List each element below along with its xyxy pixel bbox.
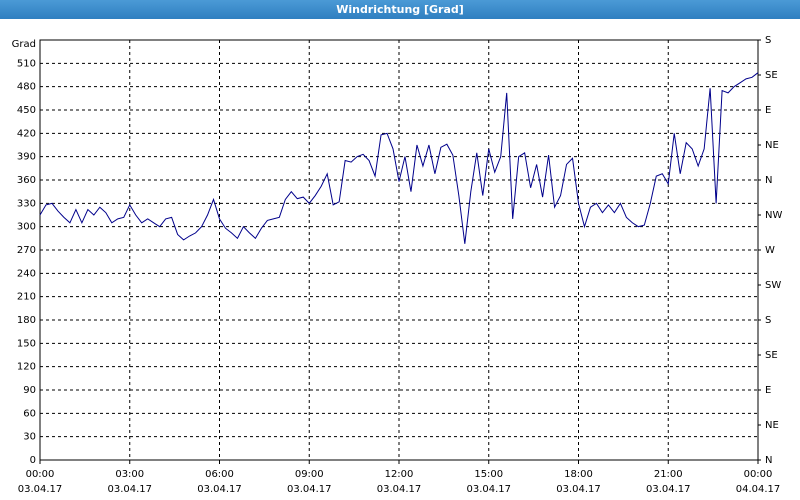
x-tick-date: 03.04.17: [646, 484, 691, 495]
data-line: [39, 72, 759, 244]
y-tick-label: 180: [17, 315, 36, 326]
y2-tick-label: W: [765, 245, 775, 256]
x-tick-date: 03.04.17: [287, 484, 332, 495]
y-tick-label: 480: [17, 82, 36, 93]
y2-tick-label: N: [765, 455, 772, 466]
x-tick-date: 03.04.17: [107, 484, 152, 495]
x-tick-date: 04.04.17: [736, 484, 781, 495]
y-tick-label: 150: [17, 338, 36, 349]
y2-tick-label: SW: [765, 280, 781, 291]
y-tick-label: 360: [17, 175, 36, 186]
x-tick-label: 15:00: [474, 469, 503, 480]
x-tick-label: 21:00: [654, 469, 683, 480]
y-tick-label: 240: [17, 268, 36, 279]
y2-tick-label: NE: [765, 420, 779, 431]
y-tick-label: 60: [23, 408, 36, 419]
x-tick-date: 03.04.17: [556, 484, 601, 495]
y2-tick-label: E: [765, 385, 771, 396]
x-tick-date: 03.04.17: [197, 484, 242, 495]
y2-tick-label: N: [765, 175, 772, 186]
y-tick-label: 390: [17, 152, 36, 163]
y-tick-label: 270: [17, 245, 36, 256]
x-tick-date: 03.04.17: [18, 484, 63, 495]
x-tick-date: 03.04.17: [377, 484, 422, 495]
x-tick-label: 12:00: [385, 469, 414, 480]
title-bar: [0, 0, 800, 19]
x-tick-label: 00:00: [744, 469, 773, 480]
chart-title: Windrichtung [Grad]: [336, 3, 464, 16]
y2-tick-label: NE: [765, 140, 779, 151]
y-axis-label: Grad: [12, 39, 36, 50]
x-tick-label: 06:00: [205, 469, 234, 480]
y-tick-label: 30: [23, 432, 36, 443]
x-tick-label: 00:00: [26, 469, 55, 480]
y-tick-label: 450: [17, 105, 36, 116]
x-tick-label: 09:00: [295, 469, 324, 480]
y2-tick-label: NW: [765, 210, 782, 221]
y-tick-label: 0: [30, 455, 36, 466]
x-tick-label: 18:00: [564, 469, 593, 480]
x-tick-label: 03:00: [115, 469, 144, 480]
y-tick-label: 120: [17, 362, 36, 373]
y-tick-label: 300: [17, 222, 36, 233]
y-tick-label: 330: [17, 198, 36, 209]
y2-tick-label: SE: [765, 350, 778, 361]
y2-tick-label: E: [765, 105, 771, 116]
y-tick-label: 210: [17, 292, 36, 303]
y2-tick-label: SE: [765, 70, 778, 81]
y2-tick-label: S: [765, 35, 771, 46]
y-tick-label: 90: [23, 385, 36, 396]
y2-tick-label: S: [765, 315, 771, 326]
plot-frame: [39, 39, 759, 461]
y-tick-label: 510: [17, 58, 36, 69]
y-tick-label: 420: [17, 128, 36, 139]
x-tick-date: 03.04.17: [466, 484, 511, 495]
